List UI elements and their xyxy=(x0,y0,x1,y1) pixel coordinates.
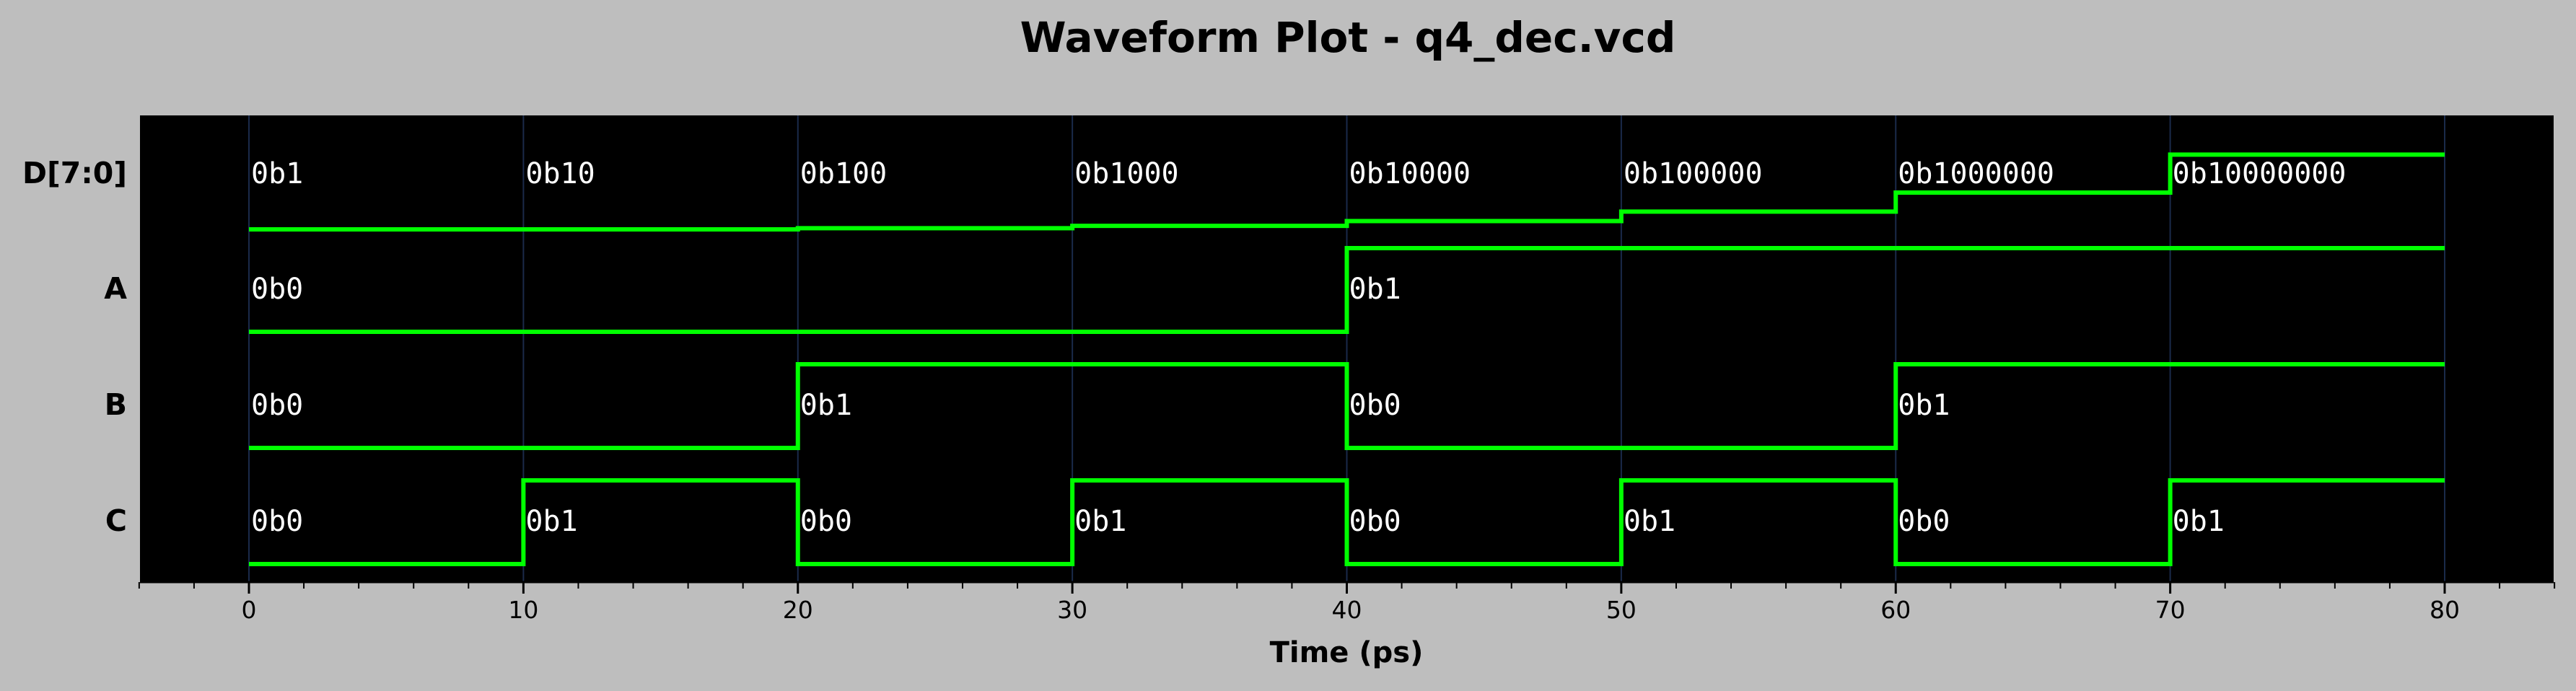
value-label: 0b1 xyxy=(1624,505,1675,538)
x-axis-title: Time (ps) xyxy=(1270,636,1424,669)
x-tick-label: 70 xyxy=(2155,596,2186,624)
value-label: 0b1 xyxy=(251,157,303,190)
signal-label: B xyxy=(105,387,127,422)
value-label: 0b0 xyxy=(800,505,852,538)
value-label: 0b1 xyxy=(2173,505,2225,538)
chart-title: Waveform Plot - q4_dec.vcd xyxy=(1020,13,1676,62)
signal-label: C xyxy=(105,503,127,538)
x-tick-label: 40 xyxy=(1332,596,1362,624)
value-label: 0b1 xyxy=(1898,389,1950,422)
x-tick-label: 80 xyxy=(2430,596,2460,624)
value-label: 0b0 xyxy=(1898,505,1950,538)
value-label: 0b0 xyxy=(1349,505,1401,538)
signal-label: A xyxy=(104,271,127,306)
trace-a xyxy=(249,246,2445,334)
value-label: 0b0 xyxy=(251,505,303,538)
waveform-traces xyxy=(249,152,2445,566)
x-tick-label: 20 xyxy=(783,596,813,624)
signal-label: D[7:0] xyxy=(22,156,127,190)
trace-c xyxy=(249,478,2445,566)
signal-labels: D[7:0] A B C xyxy=(22,156,127,538)
x-tick-label: 50 xyxy=(1606,596,1637,624)
value-label: 0b100000 xyxy=(1624,157,1763,190)
x-tick-label: 10 xyxy=(508,596,538,624)
trace-b xyxy=(249,362,2445,450)
value-label: 0b1000 xyxy=(1074,157,1179,190)
value-label: 0b10000000 xyxy=(2173,157,2347,190)
value-label: 0b1 xyxy=(525,505,577,538)
value-label: 0b1 xyxy=(800,389,852,422)
trace-d-7-0 xyxy=(249,152,2445,232)
value-label: 0b1 xyxy=(1074,505,1126,538)
value-label: 0b0 xyxy=(1349,389,1401,422)
x-tick-label: 0 xyxy=(242,596,257,624)
value-label: 0b10000 xyxy=(1349,157,1471,190)
value-label: 0b1 xyxy=(1349,273,1401,306)
value-label: 0b1000000 xyxy=(1898,157,2054,190)
x-axis: 0 10 20 30 40 50 60 70 80 xyxy=(138,581,2556,624)
value-label: 0b0 xyxy=(251,389,303,422)
value-label: 0b100 xyxy=(800,157,887,190)
value-label: 0b10 xyxy=(525,157,595,190)
x-tick-label: 30 xyxy=(1057,596,1087,624)
value-label: 0b0 xyxy=(251,273,303,306)
value-labels: 0b1 0b10 0b100 0b1000 0b10000 0b100000 0b10000… xyxy=(251,157,2346,538)
x-tick-label: 60 xyxy=(1880,596,1911,624)
